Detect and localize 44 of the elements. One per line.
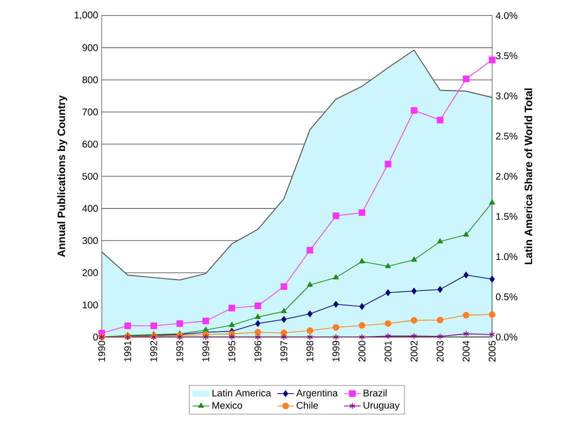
legend-label: Uruguay xyxy=(364,402,400,411)
y-tick-label: 0 xyxy=(93,334,98,340)
x-tick-label: 2004 xyxy=(462,340,470,362)
y-tick-label: 100 xyxy=(82,301,98,308)
x-tick-label: 1995 xyxy=(228,340,236,362)
legend-label: Chile xyxy=(296,402,318,409)
y-axis-title: Annual Publications by Country xyxy=(57,95,68,258)
y-tick-label: 800 xyxy=(82,76,98,84)
y2-tick-label: 0.5% xyxy=(496,293,518,300)
y2-tick-label: 1.5% xyxy=(496,213,518,220)
x-tick-label: 2001 xyxy=(384,340,392,362)
x-tick-label: 2000 xyxy=(358,340,366,362)
y-tick-label: 200 xyxy=(82,269,98,276)
legend-label: Mexico xyxy=(212,402,242,409)
y2-tick-label: 4.0% xyxy=(496,12,518,19)
x-tick-label: 2005 xyxy=(488,340,496,362)
y2-axis-title: Latin America Share of World Total xyxy=(524,88,532,264)
x-tick-label: 1998 xyxy=(306,340,314,362)
x-tick-label: 1997 xyxy=(280,340,288,362)
x-tick-label: 2002 xyxy=(410,340,418,362)
y-tick-label: 900 xyxy=(82,44,98,52)
y-tick-label: 700 xyxy=(82,108,98,116)
x-tick-label: 1992 xyxy=(150,340,158,362)
y2-tick-label: 2.0% xyxy=(496,172,518,180)
x-tick-label: 2003 xyxy=(436,340,444,362)
x-tick-label: 1991 xyxy=(124,340,132,362)
legend-label: Latin America xyxy=(212,389,272,396)
x-tick-label: 1993 xyxy=(176,340,184,362)
y-tick-label: 1,000 xyxy=(74,12,98,20)
y-tick-label: 400 xyxy=(82,204,98,212)
y2-tick-label: 3.0% xyxy=(496,92,518,100)
x-tick-label: 1996 xyxy=(254,340,262,362)
y2-tick-label: 0.0% xyxy=(496,334,518,340)
x-tick-label: 1990 xyxy=(98,340,106,362)
legend-label: Argentina xyxy=(296,389,338,398)
legend-label: Brazil xyxy=(364,389,387,396)
y2-tick-label: 3.5% xyxy=(496,52,518,60)
y-tick-label: 500 xyxy=(82,172,98,180)
y-tick-label: 600 xyxy=(82,140,98,148)
x-tick-label: 1994 xyxy=(202,340,210,362)
x-tick-label: 1999 xyxy=(332,340,340,362)
y2-tick-label: 2.5% xyxy=(496,132,518,140)
y2-tick-label: 1.0% xyxy=(496,253,518,260)
y-tick-label: 300 xyxy=(82,237,98,244)
